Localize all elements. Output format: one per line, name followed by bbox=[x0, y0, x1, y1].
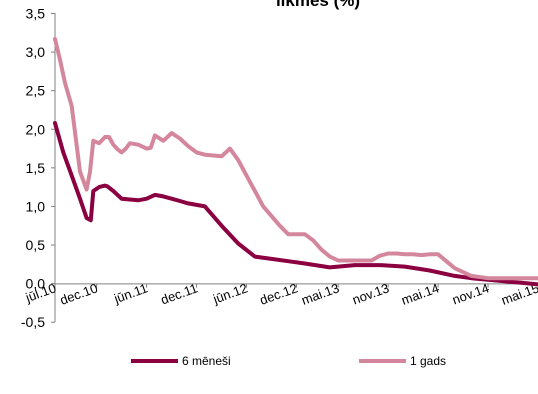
x-axis-ticks: jūl.10 dec.10 jūn.11 dec.11 jūn.12 dec.12 mai.… bbox=[23, 280, 538, 308]
y-tick-label: 2,5 bbox=[26, 83, 46, 99]
y-axis-ticks: -0,5 0,0 0,5 1,0 1,5 2,0 2,5 3,0 3,5 bbox=[21, 6, 55, 330]
y-tick-label: -0,5 bbox=[21, 314, 45, 330]
y-tick-label: 1,0 bbox=[26, 198, 46, 214]
series-line-1-gads bbox=[53, 37, 538, 281]
x-tick-label: mai.14 bbox=[399, 280, 441, 307]
chart-title: likmes (%) bbox=[276, 0, 360, 10]
y-tick-label: 1,5 bbox=[26, 160, 46, 176]
plot-area: -0,5 0,0 0,5 1,0 1,5 2,0 2,5 3,0 3,5 jūl.10 dec.1… bbox=[21, 6, 538, 330]
x-tick-label: nov.14 bbox=[450, 280, 491, 307]
legend: 6 mēneši 1 gads bbox=[131, 354, 446, 368]
y-tick-label: 0,5 bbox=[26, 237, 46, 253]
legend-label-1-gads: 1 gads bbox=[410, 354, 446, 368]
x-tick-label: dec.10 bbox=[58, 280, 100, 307]
series-lines bbox=[53, 37, 538, 287]
series-line-6-meneshi bbox=[53, 121, 538, 287]
y-tick-label: 3,0 bbox=[26, 44, 46, 60]
x-tick-label: dec.11 bbox=[159, 280, 200, 307]
y-tick-label: 3,5 bbox=[26, 6, 46, 22]
x-tick-label: nov.13 bbox=[350, 280, 391, 307]
y-tick-label: 2,0 bbox=[26, 121, 46, 137]
y-tick-label: 0,0 bbox=[26, 276, 46, 292]
x-tick-label: dec.12 bbox=[258, 280, 300, 307]
x-tick-label: mai.13 bbox=[299, 280, 341, 307]
legend-label-6-meneshi: 6 mēneši bbox=[182, 354, 231, 368]
